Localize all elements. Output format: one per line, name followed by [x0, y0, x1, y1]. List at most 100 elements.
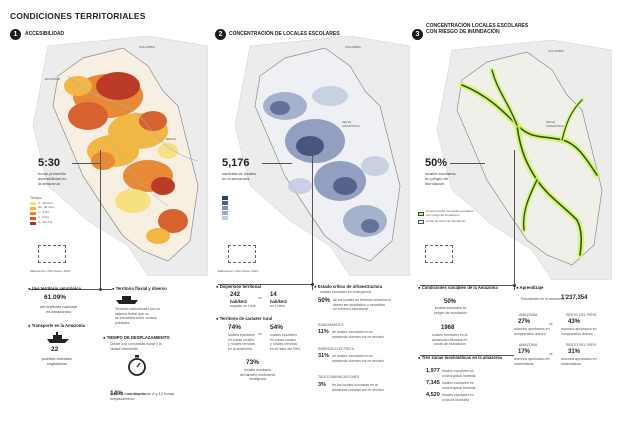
boat-icon	[47, 332, 69, 343]
infra-text: locales escolares en emergencia	[320, 290, 371, 294]
saneamiento-title: SANEAMIENTO	[318, 323, 344, 327]
legend-item: 1 - 3 hrs	[30, 210, 70, 215]
ama-b-text: alumnos aprobados en matemáticas	[514, 357, 550, 366]
disp-a-unit: hab/km2	[230, 299, 247, 304]
rural-a-text: locales escolares en zonas rurales y rur…	[228, 333, 256, 351]
zone-a-value: 1,977	[426, 368, 440, 374]
stat-schools-text: cantidad de locales en la amazonía	[222, 171, 257, 182]
zone-b-value: 7,145	[426, 380, 440, 386]
label-colombia-3: COLOMBIA	[548, 49, 564, 53]
legend-label: 6 - 12+ hrs	[38, 220, 53, 225]
disp-a-value: 242	[230, 292, 241, 298]
theme-dispersion: ● Dispersión territorial	[216, 284, 261, 289]
flood-risk-map	[436, 40, 612, 280]
label-colombia-1: COLOMBIA	[139, 45, 155, 49]
stat-flood-text: locales escolares en peligro de inundaci…	[425, 171, 456, 187]
legend-swatch	[30, 211, 36, 215]
learn-value: 1'237,354	[561, 295, 588, 301]
puertos-text: puertos formales registrados	[42, 356, 72, 367]
vs-label: vs	[258, 296, 262, 300]
infra-a-text: de los locales en territorio amazónico d…	[333, 298, 391, 312]
disp-b-unit: hab/km2	[270, 299, 287, 304]
telecom-value: 3%	[318, 382, 326, 388]
vs-label-4: vs	[549, 352, 553, 356]
legend-swatch	[30, 201, 36, 205]
accessibility-legend: Tiempo 0 - 30 mins 30 - 60 mins 1 - 3 hrs 3…	[30, 196, 70, 225]
rural-b-text: locales escolares en zonas rurales y rur…	[270, 333, 301, 351]
puertos-value: 22	[51, 346, 59, 353]
vs-label-2: vs	[258, 332, 262, 336]
theme-zonas-bioclimaticas: ● Tres zonas bioclimáticas en la amazoní…	[418, 355, 502, 360]
rural-c-text: locales escolares del tamaño unidocente …	[240, 368, 276, 382]
legend-label: 1 - 3 hrs	[38, 210, 50, 215]
flood-legend: Concentración de locales escolares con r…	[418, 209, 498, 224]
rest-a-label: RESTO DEL PERÚ	[566, 313, 597, 317]
cond-b-value: 1968	[441, 325, 455, 331]
label-brasil-1: BRASIL	[166, 137, 177, 141]
schools-concentration-map	[234, 36, 410, 276]
energia-text: de locales escolares en la amazonía cuen…	[332, 354, 384, 363]
tiempo-desplazamiento-text: Donde una comunidad fluvial y la ciudad …	[110, 342, 162, 351]
theme-condiciones-amazonia: ● Condiciones variables de la Amazonía	[418, 285, 498, 290]
theme-territorio-fluvial: ● Territorio fluvial y diverso	[112, 286, 167, 291]
source-2: Elaboración: Plan Selva, 2021	[218, 269, 259, 273]
learn-text: Estudiantes en la amazonía	[521, 297, 565, 301]
legend-item: 30 - 60 mins	[30, 206, 70, 210]
rest-a-value: 43%	[568, 319, 581, 325]
vs-label-3: vs	[549, 322, 553, 326]
uso-territorio-text: del territorio nacional es amazónico	[40, 304, 78, 315]
stat-flood-value: 50%	[425, 157, 448, 169]
cond-text: locales escolares en peligro de inundaci…	[434, 306, 468, 315]
disp-a-text: espacio en Lima	[230, 304, 256, 308]
theme-infraestructura: ● Estado crítico de infraestructura	[314, 284, 383, 289]
zone-a-text: locales escolares en zona tropical húmed…	[442, 369, 476, 378]
theme-rural: ● Territorio de carácter rural	[216, 316, 272, 321]
telecom-title: TELECOMUNICACIONES	[318, 375, 360, 379]
ama-b-label: AMAZONÍA	[519, 343, 538, 347]
legend-item: 3 - 6 hrs	[30, 215, 70, 220]
saneamiento-text: de locales escolares en la amazonía cuen…	[332, 330, 384, 339]
label-amazonia-2: SELVA AMAZÓNICA	[342, 120, 360, 128]
uso-territorio-value: 61.09%	[44, 294, 67, 301]
density-legend	[222, 196, 228, 220]
inset-box-1	[38, 245, 66, 263]
stat-accessibility-value: 5:30	[38, 157, 61, 169]
accessibility-map	[28, 36, 208, 276]
section-title-accesibilidad: ACCESIBILIDAD	[25, 31, 65, 37]
rest-b-text: alumnos aprobados en matemáticas	[561, 357, 597, 366]
boat-small-icon	[116, 296, 138, 304]
legend-swatch	[30, 216, 36, 220]
ama-a-text: alumnos aprobados en comprensión lectora	[514, 327, 550, 336]
page-title: CONDICIONES TERRITORIALES	[10, 11, 146, 21]
theme-transporte: ● Transporte en la Amazonía	[28, 323, 85, 328]
section-number-3: 3	[412, 29, 423, 40]
section-title-concentracion: CONCENTRACIÓN DE LOCALES ESCOLARES	[229, 31, 340, 37]
rural-a-value: 74%	[228, 324, 242, 331]
ama-a-value: 27%	[518, 319, 531, 325]
disp-b-text: en Loreto	[270, 304, 285, 308]
legend-label: 30 - 60 mins	[38, 205, 55, 210]
theme-tiempo-desplazamiento: ● TIEMPO DE DESPLAZAMIENTO	[103, 335, 170, 340]
theme-aprendizaje: ● Aprendizaje	[516, 285, 544, 290]
desplazamiento-stat: 14% se desplazan 4 y 12 horas	[110, 390, 175, 397]
saneamiento-value: 11%	[318, 329, 329, 335]
territorio-fluvial-text: Territorio estructurado por un sistema f…	[115, 307, 160, 325]
telecom-text: de los locales escolares en la amazonía …	[332, 383, 384, 392]
legend-swatch	[30, 206, 36, 210]
rest-b-value: 31%	[568, 349, 581, 355]
label-amazonia-3: SELVA AMAZÓNICA	[546, 120, 564, 128]
stopwatch-icon	[128, 355, 146, 376]
zone-c-text: locales escolares en zona de Montaña	[442, 393, 474, 402]
ama-a-label: AMAZONÍA	[519, 313, 538, 317]
rural-c-value: 73%	[246, 359, 260, 366]
desplazamiento-sub: llegando hasta días de desplazamiento	[110, 392, 146, 401]
stat-schools-value: 5,176	[222, 157, 250, 169]
source-1: Elaboración: Plan Selva, 2021	[30, 269, 71, 273]
rest-b-label: RESTO DEL PERÚ	[566, 343, 597, 347]
cond-b-text: locales escolares en la amazonía ubicado…	[432, 333, 468, 347]
theme-uso-territorio: ● Uso territorio amazónico	[28, 286, 82, 291]
zone-b-text: locales escolares en zona tropical húmed…	[442, 381, 476, 390]
legend-item: 6 - 12+ hrs	[30, 220, 70, 225]
ama-b-value: 17%	[518, 349, 531, 355]
energia-value: 31%	[318, 353, 330, 359]
